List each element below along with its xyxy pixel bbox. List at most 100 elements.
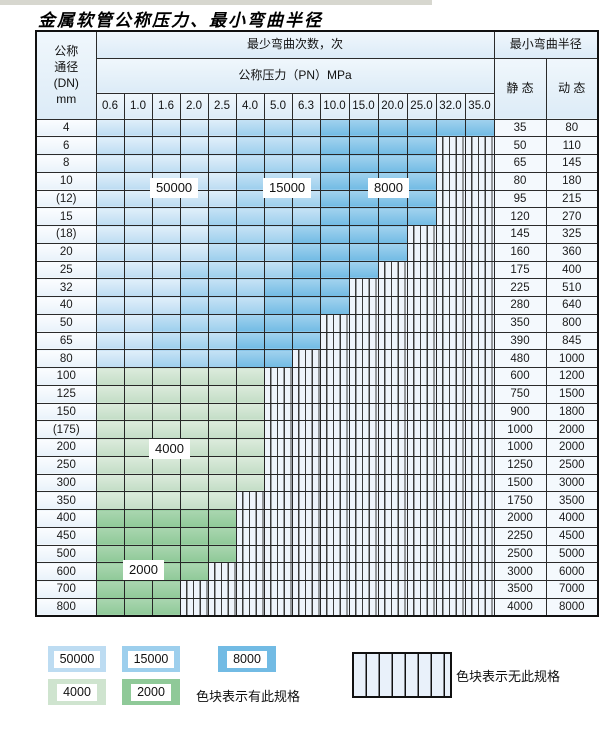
bend-count-15000-cell [235,296,265,315]
no-spec-cell [263,491,293,510]
dn-value: 40 [35,296,97,315]
bend-count-15000-cell [179,331,209,351]
no-spec-cell [377,473,408,493]
pressure-col-header: 10.0 [319,92,350,120]
no-spec-cell [435,420,466,439]
no-spec-cell [207,597,237,617]
bend-count-15000-cell [151,313,181,333]
bend-count-50000-cell [123,154,153,173]
no-spec-cell [435,331,466,351]
bend-count-50000-cell [123,242,153,262]
no-spec-cell [406,349,437,368]
no-spec-cell [435,597,466,617]
bend-count-4000-cell [235,455,265,475]
static-radius-value: 145 [493,225,547,244]
no-spec-cell [235,597,265,617]
static-radius-value: 160 [493,242,547,262]
bend-count-2000-cell [207,526,237,546]
bend-count-4000-cell [235,473,265,493]
table-row: 150 900 1800 [35,402,599,422]
bend-count-15000-cell [207,225,237,244]
no-spec-cell [464,242,495,262]
no-spec-cell [435,526,466,546]
pressure-col-header: 35.0 [464,92,495,120]
no-spec-cell [319,509,350,528]
dn-value: 800 [35,597,97,617]
no-spec-cell [435,207,466,226]
no-spec-cell [348,296,379,315]
dynamic-radius-value: 325 [545,225,599,244]
dn-value: 150 [35,402,97,422]
bend-count-50000-cell [207,154,237,173]
no-spec-cell [464,260,495,280]
no-spec-cell [435,384,466,404]
bend-count-8000-cell [319,171,350,191]
no-spec-cell [263,509,293,528]
no-spec-cell [348,331,379,351]
bend-count-4000-cell [207,438,237,457]
no-spec-cell [464,207,495,226]
bend-count-4000-cell [235,367,265,386]
bend-count-8000-cell [263,349,293,368]
bend-count-50000-cell [95,278,125,297]
table-row: 200 1000 2000 [35,438,599,457]
bend-count-15000-cell [151,331,181,351]
no-spec-cell [406,597,437,617]
no-spec-cell [435,402,466,422]
no-spec-cell [263,367,293,386]
static-radius-value: 3500 [493,580,547,599]
table-row: 450 2250 4500 [35,526,599,546]
no-spec-cell [435,278,466,297]
no-spec-cell [464,455,495,475]
bend-count-50000-cell [123,313,153,333]
bend-count-8000-cell [406,207,437,226]
bend-count-2000-cell [95,509,125,528]
bend-count-8000-cell [348,242,379,262]
min-bend-radius-header: 最小弯曲半径 [493,30,599,59]
no-spec-cell [319,455,350,475]
dynamic-radius-value: 1000 [545,349,599,368]
bend-count-4000-cell [151,384,181,404]
static-radius-value: 80 [493,171,547,191]
no-spec-cell [348,580,379,599]
static-radius-value: 4000 [493,597,547,617]
no-spec-cell [377,420,408,439]
no-spec-cell [291,509,321,528]
bend-count-50000-cell [95,154,125,173]
table-row: 80 480 1000 [35,349,599,368]
bend-count-8000-cell [319,278,350,297]
bend-count-label-15000: 15000 [263,178,312,198]
bend-count-2000-cell [151,544,181,564]
dn-value: 100 [35,367,97,386]
table-row: 800 4000 8000 [35,597,599,617]
bend-count-4000-cell [179,420,209,439]
no-spec-cell [291,367,321,386]
static-radius-value: 3000 [493,562,547,581]
no-spec-cell [435,154,466,173]
bend-count-4000-cell [179,402,209,422]
static-radius-value: 2500 [493,544,547,564]
no-spec-cell [464,154,495,173]
no-spec-cell [464,597,495,617]
no-spec-cell [435,562,466,581]
bend-count-50000-cell [179,154,209,173]
no-spec-cell [319,438,350,457]
bend-count-8000-cell [235,331,265,351]
no-spec-cell [377,349,408,368]
static-radius-value: 2250 [493,526,547,546]
no-spec-cell [406,544,437,564]
bend-count-8000-cell [319,296,350,315]
bend-count-8000-cell [319,118,350,138]
static-radius-value: 390 [493,331,547,351]
no-spec-cell [377,278,408,297]
pressure-col-header: 2.0 [179,92,209,120]
bend-count-2000-cell [207,509,237,528]
no-spec-cell [377,562,408,581]
bend-count-4000-cell [123,473,153,493]
bend-count-2000-cell [95,597,125,617]
bend-count-15000-cell [235,207,265,226]
bend-count-50000-cell [123,225,153,244]
bend-count-50000-cell [95,313,125,333]
bend-count-4000-cell [207,491,237,510]
no-spec-cell [435,313,466,333]
